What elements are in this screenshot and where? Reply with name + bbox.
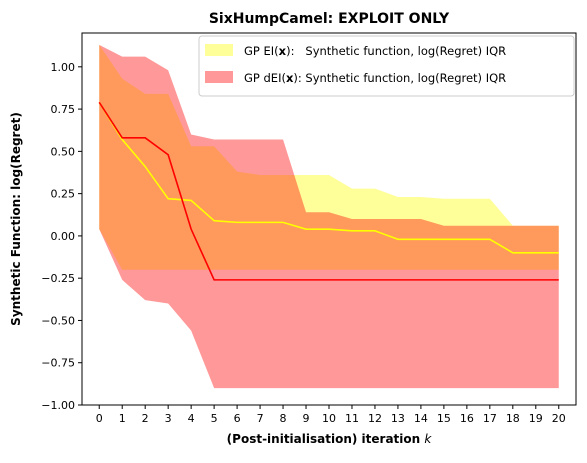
legend-dei-suffix: ): Synthetic function, log(Regret) IQR bbox=[293, 71, 506, 85]
x-tick-label: 15 bbox=[437, 412, 451, 425]
y-tick-label: −1.00 bbox=[41, 399, 75, 412]
x-axis-label: (Post-initialisation) iteration k bbox=[227, 432, 433, 446]
legend-ei-prefix: GP EI( bbox=[244, 44, 279, 58]
x-axis-label-text: (Post-initialisation) iteration bbox=[227, 432, 421, 446]
y-tick-label: 0.00 bbox=[51, 230, 76, 243]
y-axis-label: Synthetic Function: log(Regret) bbox=[9, 112, 23, 326]
legend-entry-ei: GP EI(x): Synthetic function, log(Regret… bbox=[244, 44, 506, 58]
x-axis-label-variable: k bbox=[424, 432, 432, 446]
x-tick-label: 3 bbox=[165, 412, 172, 425]
x-tick-label: 19 bbox=[529, 412, 543, 425]
y-tick-label: 0.25 bbox=[51, 188, 76, 201]
y-tick-label: −0.25 bbox=[41, 272, 75, 285]
y-tick-label: 1.00 bbox=[51, 61, 76, 74]
x-tick-label: 10 bbox=[322, 412, 336, 425]
y-tick-label: 0.50 bbox=[51, 145, 76, 158]
x-tick-label: 2 bbox=[142, 412, 149, 425]
x-tick-label: 8 bbox=[280, 412, 287, 425]
y-tick-label: −0.50 bbox=[41, 314, 75, 327]
y-tick-label: −0.75 bbox=[41, 357, 75, 370]
legend-entry-dei: GP dEI(x): Synthetic function, log(Regre… bbox=[244, 71, 506, 85]
x-tick-label: 14 bbox=[414, 412, 428, 425]
x-tick-label: 0 bbox=[96, 412, 103, 425]
x-tick-label: 13 bbox=[391, 412, 405, 425]
y-tick-label: 0.75 bbox=[51, 103, 76, 116]
x-tick-label: 6 bbox=[234, 412, 241, 425]
x-tick-label: 9 bbox=[303, 412, 310, 425]
legend-swatch-ei bbox=[205, 44, 233, 56]
legend: GP EI(x): Synthetic function, log(Regret… bbox=[199, 36, 574, 96]
chart-title: SixHumpCamel: EXPLOIT ONLY bbox=[209, 11, 450, 27]
legend-swatch-dei bbox=[205, 71, 233, 83]
x-axis-ticks: 0 1 2 3 4 5 6 7 8 9 10 11 12 13 14 15 16 17 18 19 20 bbox=[96, 405, 566, 425]
legend-dei-prefix: GP dEI( bbox=[244, 71, 286, 85]
x-tick-label: 18 bbox=[506, 412, 520, 425]
x-tick-label: 4 bbox=[188, 412, 195, 425]
x-tick-label: 7 bbox=[257, 412, 264, 425]
y-axis-ticks: −1.00 −0.75 −0.50 −0.25 0.00 0.25 0.50 0.75 1.00 bbox=[41, 61, 82, 412]
legend-ei-suffix: ): Synthetic function, log(Regret) IQR bbox=[286, 44, 506, 58]
x-tick-label: 17 bbox=[483, 412, 497, 425]
x-tick-label: 12 bbox=[368, 412, 382, 425]
x-tick-label: 1 bbox=[119, 412, 126, 425]
x-tick-label: 20 bbox=[552, 412, 566, 425]
x-tick-label: 5 bbox=[211, 412, 218, 425]
x-tick-label: 11 bbox=[345, 412, 359, 425]
x-tick-label: 16 bbox=[460, 412, 474, 425]
